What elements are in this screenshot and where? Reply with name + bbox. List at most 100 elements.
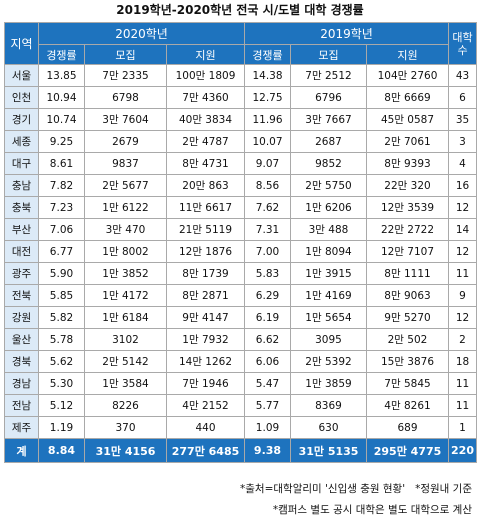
region-cell: 강원 xyxy=(4,306,39,329)
region-cell: 울산 xyxy=(4,328,39,351)
ratio-2019: 7.62 xyxy=(244,196,291,219)
applicants-2020: 9만 4147 xyxy=(166,306,245,329)
region-cell: 전남 xyxy=(4,394,39,417)
ratio-2020: 5.30 xyxy=(38,372,85,395)
quota-2020: 2만 5677 xyxy=(84,174,167,197)
univ-count: 16 xyxy=(448,174,477,197)
header-univ-line1: 대학 xyxy=(452,30,473,44)
competition-table: 지역 2020학년 2019학년 대학 수 경쟁률 모집 지원 경쟁률 모집 지원… xyxy=(4,22,477,463)
table-row: 세종 9.25 2679 2만 4787 10.07 2687 2만 7061 3 xyxy=(4,130,477,153)
ratio-2020: 5.12 xyxy=(38,394,85,417)
quota-2020: 1만 8002 xyxy=(84,240,167,263)
univ-count: 12 xyxy=(448,306,477,329)
ratio-2019: 6.29 xyxy=(244,284,291,307)
quota-2020: 7만 2335 xyxy=(84,64,167,87)
ratio-2020: 9.25 xyxy=(38,130,85,153)
region-cell: 부산 xyxy=(4,218,39,241)
ratio-2020: 13.85 xyxy=(38,64,85,87)
region-cell: 충남 xyxy=(4,174,39,197)
quota-2020: 370 xyxy=(84,416,167,439)
ratio-2020: 8.61 xyxy=(38,152,85,175)
applicants-2020: 14만 1262 xyxy=(166,350,245,373)
applicants-2019: 8만 1111 xyxy=(366,262,449,285)
table-row: 제주 1.19 370 440 1.09 630 689 1 xyxy=(4,416,477,439)
ratio-2019: 6.62 xyxy=(244,328,291,351)
ratio-2020: 10.94 xyxy=(38,86,85,109)
univ-count: 12 xyxy=(448,196,477,219)
applicants-2020: 8만 4731 xyxy=(166,152,245,175)
region-cell: 세종 xyxy=(4,130,39,153)
table-row: 전북 5.85 1만 4172 8만 2871 6.29 1만 4169 8만 9063 9 xyxy=(4,284,477,307)
table-body: 서울 13.85 7만 2335 100만 1809 14.38 7만 2512 104만 … xyxy=(4,64,477,439)
applicants-2019: 4만 8261 xyxy=(366,394,449,417)
applicants-2019: 2만 7061 xyxy=(366,130,449,153)
quota-2019: 630 xyxy=(290,416,367,439)
quota-2019: 2687 xyxy=(290,130,367,153)
univ-count: 18 xyxy=(448,350,477,373)
applicants-2020: 7만 4360 xyxy=(166,86,245,109)
applicants-2019: 12만 7107 xyxy=(366,240,449,263)
applicants-2019: 22만 2722 xyxy=(366,218,449,241)
applicants-2019: 7만 5845 xyxy=(366,372,449,395)
ratio-2019: 8.56 xyxy=(244,174,291,197)
total-ratio-2019: 9.38 xyxy=(244,438,291,463)
total-univ-count: 220 xyxy=(448,438,477,463)
quota-2019: 6796 xyxy=(290,86,367,109)
univ-count: 2 xyxy=(448,328,477,351)
applicants-2019: 2만 502 xyxy=(366,328,449,351)
quota-2019: 3만 488 xyxy=(290,218,367,241)
table-row: 충남 7.82 2만 5677 20만 863 8.56 2만 5750 22만 320 16 xyxy=(4,174,477,197)
footnote-campus: *캠퍼스 별도 공시 대학은 별도 대학으로 계산 xyxy=(272,504,472,516)
ratio-2019: 5.83 xyxy=(244,262,291,285)
header-2020-ratio: 경쟁률 xyxy=(38,44,85,65)
ratio-2020: 7.82 xyxy=(38,174,85,197)
ratio-2019: 12.75 xyxy=(244,86,291,109)
table-row: 부산 7.06 3만 470 21만 5119 7.31 3만 488 22만 2722 14 xyxy=(4,218,477,241)
univ-count: 11 xyxy=(448,262,477,285)
quota-2020: 1만 3852 xyxy=(84,262,167,285)
univ-count: 12 xyxy=(448,240,477,263)
ratio-2019: 6.06 xyxy=(244,350,291,373)
ratio-2019: 9.07 xyxy=(244,152,291,175)
region-cell: 충북 xyxy=(4,196,39,219)
header-univ-line2: 수 xyxy=(457,43,468,57)
quota-2020: 1만 3584 xyxy=(84,372,167,395)
ratio-2019: 10.07 xyxy=(244,130,291,153)
header-2020-applicants: 지원 xyxy=(166,44,245,65)
total-applicants-2019: 295만 4775 xyxy=(366,438,449,463)
header-2019: 2019학년 xyxy=(244,22,449,45)
applicants-2020: 1만 7932 xyxy=(166,328,245,351)
quota-2019: 2만 5392 xyxy=(290,350,367,373)
applicants-2020: 8만 1739 xyxy=(166,262,245,285)
quota-2020: 1만 6122 xyxy=(84,196,167,219)
applicants-2020: 7만 1946 xyxy=(166,372,245,395)
region-cell: 경북 xyxy=(4,350,39,373)
quota-2019: 1만 3915 xyxy=(290,262,367,285)
ratio-2019: 11.96 xyxy=(244,108,291,131)
ratio-2020: 7.06 xyxy=(38,218,85,241)
ratio-2019: 5.47 xyxy=(244,372,291,395)
univ-count: 11 xyxy=(448,394,477,417)
quota-2020: 6798 xyxy=(84,86,167,109)
header-2020-quota: 모집 xyxy=(84,44,167,65)
table-row: 경북 5.62 2만 5142 14만 1262 6.06 2만 5392 15만 3876… xyxy=(4,350,477,373)
quota-2020: 1만 4172 xyxy=(84,284,167,307)
ratio-2019: 7.31 xyxy=(244,218,291,241)
applicants-2020: 20만 863 xyxy=(166,174,245,197)
applicants-2019: 689 xyxy=(366,416,449,439)
ratio-2020: 10.74 xyxy=(38,108,85,131)
quota-2019: 7만 2512 xyxy=(290,64,367,87)
applicants-2019: 8만 9393 xyxy=(366,152,449,175)
quota-2019: 1만 5654 xyxy=(290,306,367,329)
region-cell: 인천 xyxy=(4,86,39,109)
quota-2019: 1만 3859 xyxy=(290,372,367,395)
table-row: 충북 7.23 1만 6122 11만 6617 7.62 1만 6206 12만 3539… xyxy=(4,196,477,219)
ratio-2020: 5.85 xyxy=(38,284,85,307)
quota-2020: 2679 xyxy=(84,130,167,153)
ratio-2020: 6.77 xyxy=(38,240,85,263)
univ-count: 6 xyxy=(448,86,477,109)
univ-count: 1 xyxy=(448,416,477,439)
header-univ-count: 대학 수 xyxy=(448,22,477,65)
table-row: 서울 13.85 7만 2335 100만 1809 14.38 7만 2512 104만 … xyxy=(4,64,477,87)
univ-count: 11 xyxy=(448,372,477,395)
